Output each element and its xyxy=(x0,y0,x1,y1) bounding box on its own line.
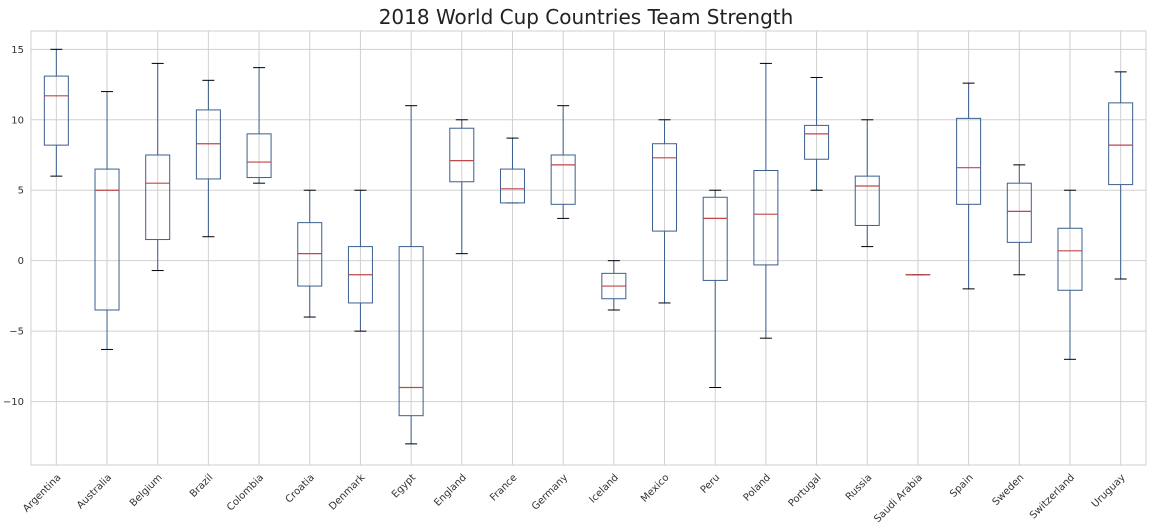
x-tick-label: Germany xyxy=(530,472,570,512)
x-tick-label: Spain xyxy=(948,472,976,500)
box xyxy=(854,175,880,226)
y-tick-label: 10 xyxy=(11,115,24,126)
x-tick-label: Brazil xyxy=(188,472,216,500)
box xyxy=(145,154,171,241)
x-tick-label: Iceland xyxy=(588,472,621,505)
box xyxy=(195,109,221,180)
x-tick-label: Argentina xyxy=(21,472,63,514)
x-tick-label: Egypt xyxy=(390,472,418,500)
x-tick-label: Uruguay xyxy=(1090,472,1128,510)
x-tick-label: Colombia xyxy=(225,472,266,513)
x-tick-label: Denmark xyxy=(327,472,367,512)
x-tick-label: France xyxy=(488,472,519,503)
x-tick-label: Switzerland xyxy=(1028,472,1077,521)
x-tick-label: Portugal xyxy=(787,472,824,509)
box xyxy=(753,170,779,266)
y-tick-label: 0 xyxy=(18,256,24,267)
plot-area xyxy=(31,31,1146,465)
x-tick-label: Mexico xyxy=(639,472,671,504)
x-tick-label: England xyxy=(432,472,468,508)
box xyxy=(1006,182,1032,243)
box xyxy=(246,133,272,179)
box xyxy=(43,75,69,146)
plot-frame xyxy=(30,30,1147,466)
box xyxy=(499,168,525,204)
box xyxy=(1108,102,1134,186)
box xyxy=(956,117,982,205)
y-tick-label: −5 xyxy=(9,327,24,338)
box xyxy=(804,124,830,160)
box xyxy=(1057,227,1083,291)
x-tick-label: Saudi Arabia xyxy=(872,472,925,525)
box xyxy=(702,196,728,281)
x-tick-label: Sweden xyxy=(991,472,1027,508)
x-tick-label: Poland xyxy=(742,472,773,503)
x-tick-label: Russia xyxy=(844,472,875,503)
box xyxy=(94,168,120,311)
y-tick-label: 15 xyxy=(11,45,24,56)
x-tick-label: Belgium xyxy=(128,472,165,509)
y-tick-label: −10 xyxy=(3,397,24,408)
y-tick-label: 5 xyxy=(18,186,24,197)
chart-title: 2018 World Cup Countries Team Strength xyxy=(378,5,794,29)
box xyxy=(398,246,424,417)
x-tick-label: Croatia xyxy=(284,472,317,505)
x-tick-label: Peru xyxy=(699,472,723,496)
box xyxy=(449,127,475,183)
x-tick-label: Australia xyxy=(75,472,114,511)
box xyxy=(652,143,678,232)
box xyxy=(297,222,323,287)
box xyxy=(550,154,576,205)
